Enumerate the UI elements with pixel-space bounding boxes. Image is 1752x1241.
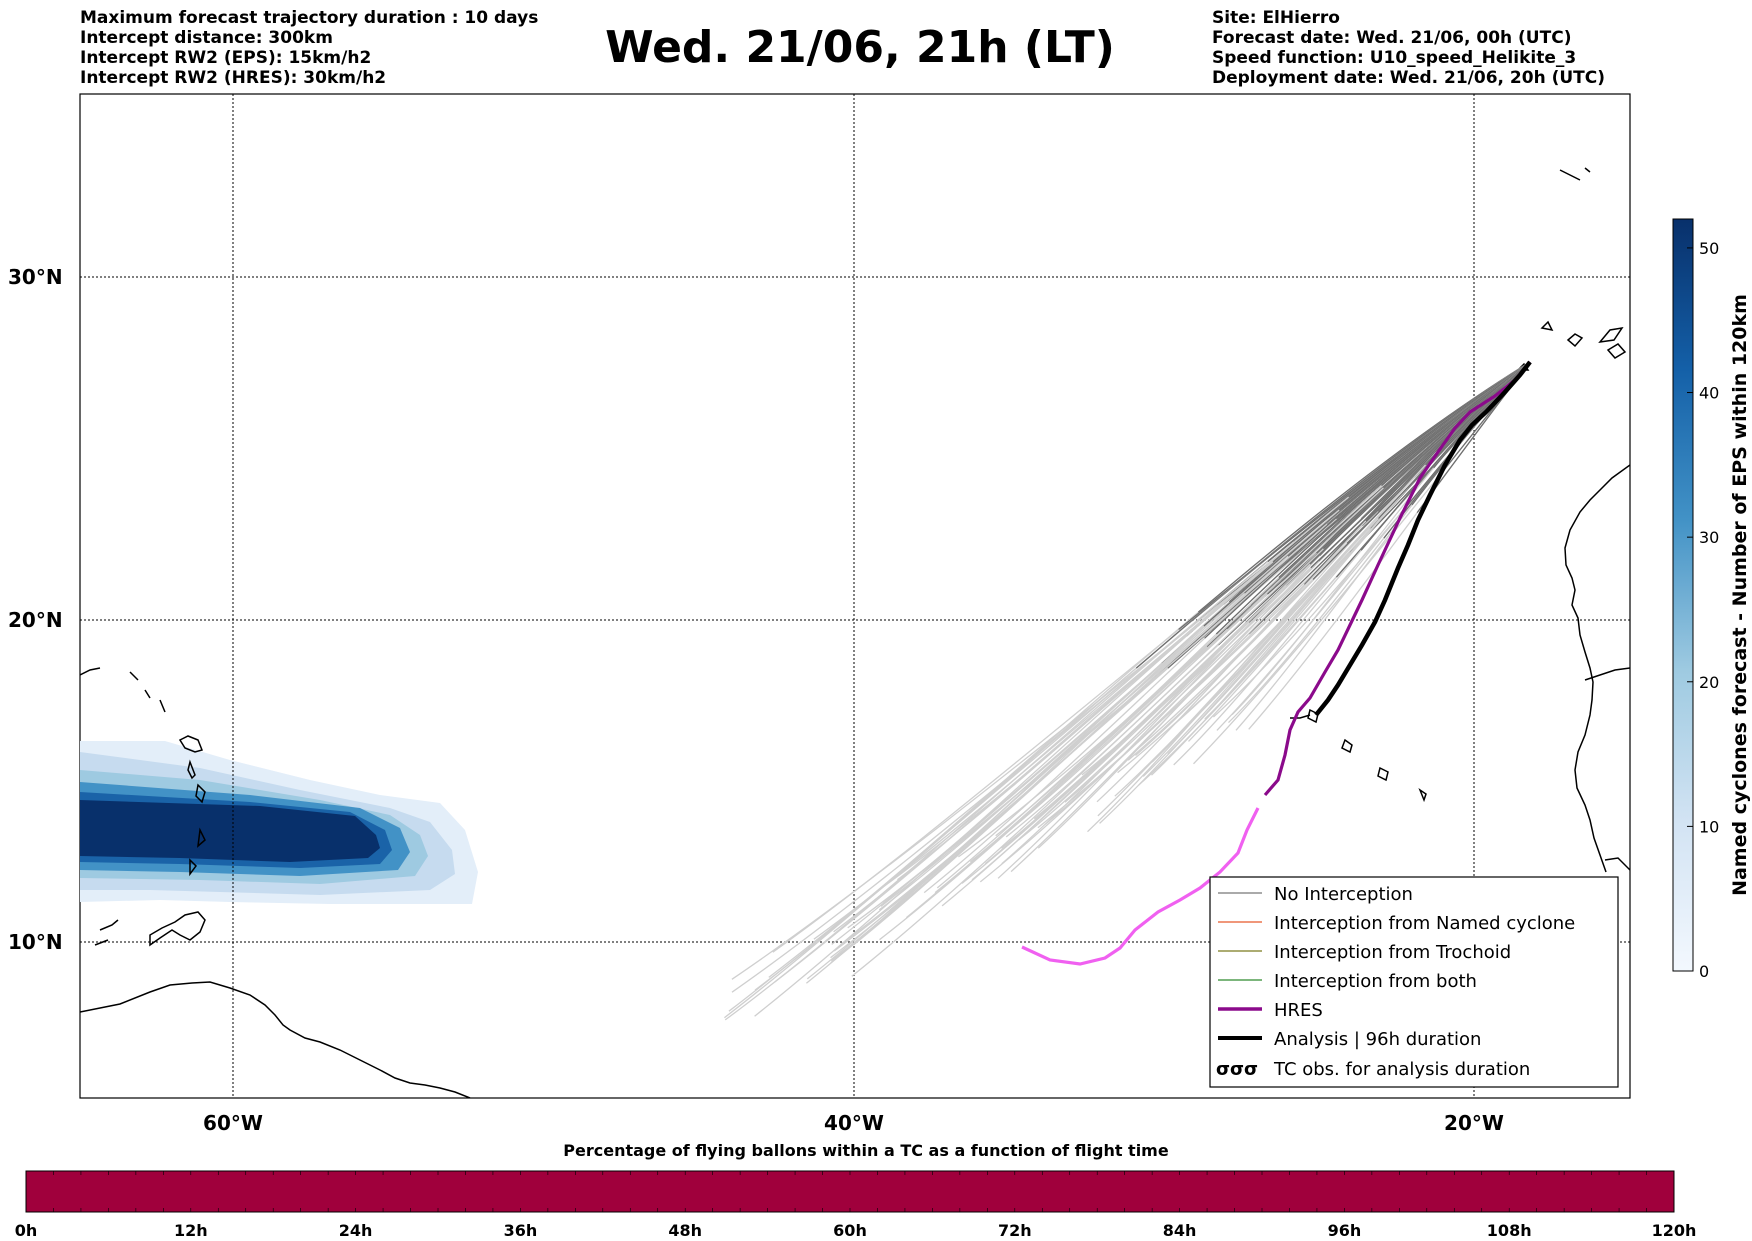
flight-bar-tick-label: 120h [1652,1221,1697,1240]
eps-trajectory-early [897,361,1531,881]
legend-label: TC obs. for analysis duration [1273,1059,1530,1080]
lon-label: 60°W [203,1111,263,1135]
flight-bar-tick-label: 72h [998,1221,1032,1240]
tc-obs-symbol: σσσ [1216,1059,1258,1080]
legend-label: Interception from Trochoid [1274,942,1511,963]
colorbar-tick-label: 10 [1699,817,1719,836]
flight-bar-tick-label: 108h [1487,1221,1532,1240]
flight-bar-tick-label: 36h [504,1221,538,1240]
colorbar-label: Named cyclones forecast - Number of EPS … [1729,294,1751,896]
settings-line: Intercept distance: 300km [80,28,333,48]
colorbar-tick-label: 0 [1699,962,1709,981]
flight-bar-tick-label: 84h [1163,1221,1197,1240]
site-line: Speed function: U10_speed_Helikite_3 [1212,48,1577,68]
eps-trajectory-early [1005,361,1531,838]
site-line: Deployment date: Wed. 21/06, 20h (UTC) [1212,68,1606,88]
lon-label: 40°W [824,1111,884,1135]
cyclone-colorbar: 0 10 20 30 40 50 Named cyclones forecast - Nu… [1672,218,1751,981]
flight-bar-tick-label: 0h [15,1221,38,1240]
eps-trajectory-early [882,361,1531,903]
legend-box [1209,876,1619,1088]
flight-time-bar: Percentage of flying ballons within a TC… [15,1141,1697,1240]
eps-trajectory-early [995,361,1531,837]
forecast-settings: Maximum forecast trajectory duration : 1… [80,8,538,88]
flight-bar-fill [25,1170,1675,1213]
colorbar-gradient [1672,218,1694,972]
flight-bar-tick-label: 48h [668,1221,702,1240]
page-title: Wed. 21/06, 21h (LT) [605,22,1115,73]
eps-trajectory-early [833,361,1531,952]
settings-line: Maximum forecast trajectory duration : 1… [80,8,539,28]
eps-trajectory-early [1135,361,1531,756]
map-content [80,94,1630,1098]
eps-trajectory-early [1096,361,1531,803]
site-line: Forecast date: Wed. 21/06, 00h (UTC) [1212,28,1572,48]
settings-line: Intercept RW2 (EPS): 15km/h2 [80,48,372,68]
legend: No Interception Interception from Named … [1209,876,1619,1088]
eps-trajectory-early [1248,361,1531,730]
eps-trajectory-early [878,361,1531,911]
eps-trajectory-early [1193,361,1531,765]
eps-trajectory-early [1010,361,1531,830]
eps-trajectory-early [1190,361,1531,723]
hres-trajectory [1021,807,1260,966]
site-line: Site: ElHierro [1212,8,1340,28]
eps-trajectory-early [923,361,1531,894]
coastlines [80,167,1630,1098]
flight-bar-tick-label: 60h [833,1221,867,1240]
flight-bar-title: Percentage of flying ballons within a TC… [563,1141,1169,1160]
legend-label: Interception from Named cyclone [1274,913,1575,934]
hres-trajectory [1263,360,1532,797]
axis-labels: 30°N 20°N 10°N 60°W 40°W 20°W [8,265,1504,1135]
eps-trajectory-early [754,361,1531,991]
legend-label: HRES [1274,1000,1323,1021]
analysis-trajectory [1314,360,1532,717]
legend-label: Interception from both [1274,971,1477,992]
lat-label: 10°N [8,930,63,954]
legend-label: Analysis | 96h duration [1274,1029,1481,1050]
eps-trajectory-early [1171,361,1531,727]
legend-label: No Interception [1274,884,1413,905]
lat-label: 30°N [8,265,63,289]
flight-bar-tick-label: 96h [1328,1221,1362,1240]
site-info: Site: ElHierro Forecast date: Wed. 21/06… [1212,8,1605,88]
cyclone-density-field [80,741,478,904]
eps-trajectory-early [1231,361,1531,716]
colorbar-tick-label: 40 [1699,384,1719,403]
lat-label: 20°N [8,608,63,632]
eps-trajectory-early [724,361,1531,1019]
lon-label: 20°W [1444,1111,1504,1135]
flight-bar-tick-label: 12h [174,1221,208,1240]
eps-trajectory-early [969,361,1531,863]
colorbar-tick-label: 20 [1699,673,1719,692]
colorbar-tick-label: 30 [1699,528,1719,547]
colorbar-tick-label: 50 [1699,239,1719,258]
flight-bar-tick-label: 24h [339,1221,373,1240]
settings-line: Intercept RW2 (HRES): 30km/h2 [80,68,387,88]
